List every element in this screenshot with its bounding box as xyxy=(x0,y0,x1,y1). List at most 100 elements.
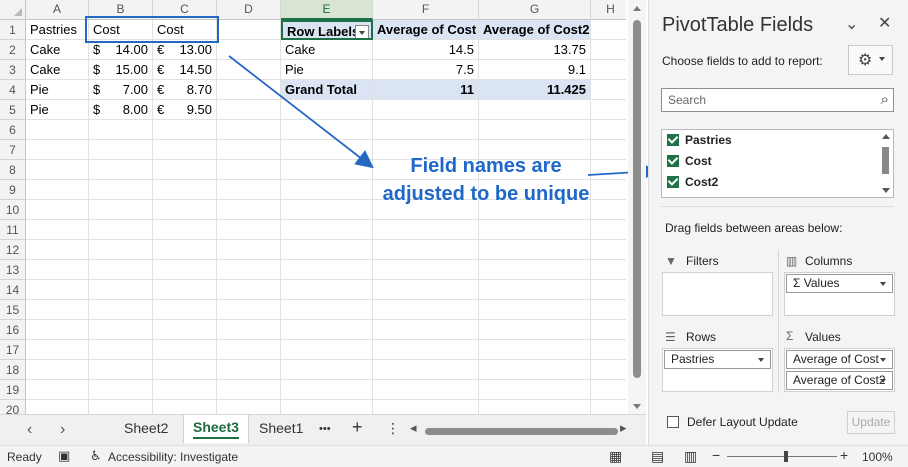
data-cell-cost2[interactable]: €13.00 xyxy=(153,40,217,60)
data-cell-cost[interactable]: $7.00 xyxy=(89,80,153,100)
header-cell-cost[interactable]: Cost xyxy=(89,20,153,40)
row-header[interactable]: 2 xyxy=(0,40,26,60)
row-header[interactable]: 8 xyxy=(0,160,26,180)
rows-drop-area[interactable]: Pastries xyxy=(662,348,773,392)
data-cell-cost[interactable]: $8.00 xyxy=(89,100,153,120)
row-header[interactable]: 15 xyxy=(0,300,26,320)
scroll-down-icon[interactable] xyxy=(882,188,890,193)
row-header[interactable]: 16 xyxy=(0,320,26,340)
pivot-row-labels-header[interactable]: Row Labels xyxy=(281,20,373,40)
data-cell-pastry[interactable]: Cake xyxy=(26,40,89,60)
values-drop-area[interactable]: Average of Cost Average of Cost2 xyxy=(784,348,895,392)
header-cell-cost-second[interactable]: Cost xyxy=(153,20,217,40)
page-break-icon[interactable]: ▥ xyxy=(684,448,698,464)
scroll-up-icon[interactable] xyxy=(633,6,641,11)
row-header[interactable]: 7 xyxy=(0,140,26,160)
columns-chip-values[interactable]: Σ Values xyxy=(786,274,893,293)
data-cell-pastry[interactable]: Pie xyxy=(26,80,89,100)
row-header[interactable]: 14 xyxy=(0,280,26,300)
row-header[interactable]: 12 xyxy=(0,240,26,260)
normal-view-icon[interactable]: ▦ xyxy=(609,448,623,464)
hscroll-right-icon[interactable]: ▸ xyxy=(620,420,627,435)
row-header[interactable]: 10 xyxy=(0,200,26,220)
tab-sheet3[interactable]: Sheet3 xyxy=(183,415,249,443)
tab-sheet1[interactable]: Sheet1 xyxy=(259,420,304,436)
row-header[interactable]: 9 xyxy=(0,180,26,200)
header-cell-pastries[interactable]: Pastries xyxy=(26,20,89,40)
vertical-scroll-thumb[interactable] xyxy=(633,20,641,378)
field-list[interactable]: Pastries Cost Cost2 xyxy=(661,129,894,198)
row-header[interactable]: 19 xyxy=(0,380,26,400)
field-item-cost[interactable]: Cost xyxy=(667,152,712,170)
field-item-cost2[interactable]: Cost2 xyxy=(667,173,718,191)
vertical-scrollbar[interactable] xyxy=(628,0,646,414)
column-header-a[interactable]: A xyxy=(26,0,89,20)
data-cell-cost2[interactable]: €8.70 xyxy=(153,80,217,100)
row-header[interactable]: 13 xyxy=(0,260,26,280)
data-cell-cost2[interactable]: €14.50 xyxy=(153,60,217,80)
data-cell-cost[interactable]: $14.00 xyxy=(89,40,153,60)
values-chip-avg-cost[interactable]: Average of Cost xyxy=(786,350,893,369)
zoom-in-icon[interactable]: + xyxy=(840,447,849,463)
field-item-pastries[interactable]: Pastries xyxy=(667,131,732,149)
hscroll-left-icon[interactable]: ◂ xyxy=(410,420,417,435)
tab-next-icon[interactable]: › xyxy=(60,421,66,438)
field-list-scroll-thumb[interactable] xyxy=(882,147,889,174)
row-header[interactable]: 4 xyxy=(0,80,26,100)
search-icon[interactable]: ⌕ xyxy=(880,91,889,108)
horizontal-scroll-thumb[interactable] xyxy=(425,428,618,435)
tab-sheet2[interactable]: Sheet2 xyxy=(124,420,169,436)
search-input[interactable] xyxy=(662,89,862,111)
column-header-d[interactable]: D xyxy=(217,0,281,20)
column-header-g[interactable]: G xyxy=(479,0,591,20)
row-header[interactable]: 1 xyxy=(0,20,26,40)
select-all-corner[interactable] xyxy=(0,0,26,20)
pivot-grand-total-label[interactable]: Grand Total xyxy=(281,80,373,100)
close-icon[interactable]: ✕ xyxy=(878,15,892,32)
pivot-header-avg-cost[interactable]: Average of Cost xyxy=(373,20,479,40)
pivot-header-avg-cost2[interactable]: Average of Cost2 xyxy=(479,20,591,40)
pivot-grand-total-avg-cost[interactable]: 11 xyxy=(373,80,479,100)
pivot-value-avg-cost2[interactable]: 9.1 xyxy=(479,60,591,80)
filters-drop-area[interactable] xyxy=(662,272,773,316)
column-header-c[interactable]: C xyxy=(153,0,217,20)
checkbox-checked-icon[interactable] xyxy=(667,176,679,188)
row-header[interactable]: 11 xyxy=(0,220,26,240)
zoom-level[interactable]: 100% xyxy=(862,450,893,464)
data-cell-cost2[interactable]: €9.50 xyxy=(153,100,217,120)
field-settings-button[interactable]: ⚙ xyxy=(848,45,893,75)
row-header[interactable]: 17 xyxy=(0,340,26,360)
add-sheet-icon[interactable]: + xyxy=(352,417,363,437)
data-cell-pastry[interactable]: Pie xyxy=(26,100,89,120)
update-button[interactable]: Update xyxy=(847,411,895,434)
pivot-row-label[interactable]: Pie xyxy=(281,60,373,80)
data-cell-pastry[interactable]: Cake xyxy=(26,60,89,80)
column-header-f[interactable]: F xyxy=(373,0,479,20)
pivot-grand-total-avg-cost2[interactable]: 11.425 xyxy=(479,80,591,100)
pivot-value-avg-cost[interactable]: 14.5 xyxy=(373,40,479,60)
tab-menu-icon[interactable]: ⋮ xyxy=(386,420,400,436)
page-layout-icon[interactable]: ▤ xyxy=(651,448,665,464)
column-header-b[interactable]: B xyxy=(89,0,153,20)
column-header-h[interactable]: H xyxy=(591,0,626,20)
row-header[interactable]: 20 xyxy=(0,400,26,414)
column-header-e[interactable]: E xyxy=(281,0,373,20)
chevron-down-icon[interactable]: ⌄ xyxy=(845,16,859,33)
row-header[interactable]: 18 xyxy=(0,360,26,380)
row-header[interactable]: 5 xyxy=(0,100,26,120)
scroll-up-icon[interactable] xyxy=(882,134,890,139)
zoom-slider-track[interactable] xyxy=(727,456,837,457)
pivot-value-avg-cost2[interactable]: 13.75 xyxy=(479,40,591,60)
checkbox-checked-icon[interactable] xyxy=(667,155,679,167)
macro-record-icon[interactable]: ▣ xyxy=(58,448,71,463)
data-cell-cost[interactable]: $15.00 xyxy=(89,60,153,80)
pivot-value-avg-cost[interactable]: 7.5 xyxy=(373,60,479,80)
zoom-slider-thumb[interactable] xyxy=(784,451,788,462)
checkbox-checked-icon[interactable] xyxy=(667,134,679,146)
filter-dropdown-icon[interactable] xyxy=(355,25,369,38)
values-chip-avg-cost2[interactable]: Average of Cost2 xyxy=(786,371,893,390)
pivot-row-label[interactable]: Cake xyxy=(281,40,373,60)
zoom-out-icon[interactable]: − xyxy=(712,447,721,463)
accessibility-icon[interactable]: ♿ xyxy=(90,448,102,463)
field-search[interactable]: ⌕ xyxy=(661,88,894,112)
